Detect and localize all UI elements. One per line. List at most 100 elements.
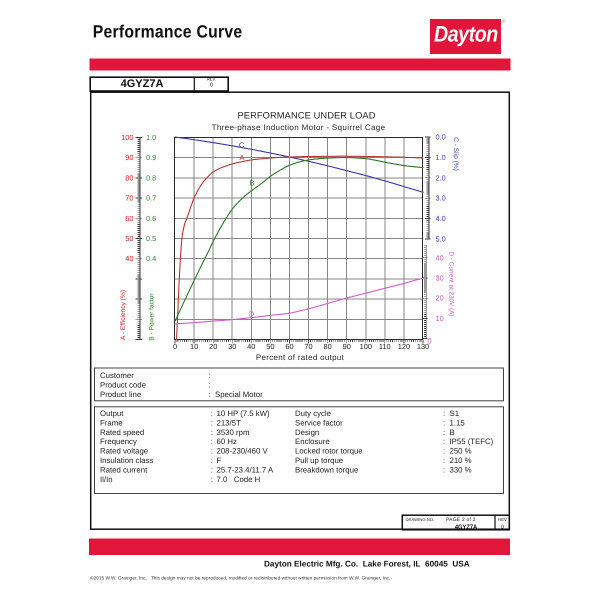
svg-text::: : <box>443 409 445 418</box>
svg-text::: : <box>211 409 213 418</box>
svg-text:Rated speed: Rated speed <box>100 428 144 437</box>
svg-text:25.7-23.4/11.7 A: 25.7-23.4/11.7 A <box>217 465 274 474</box>
svg-text:Customer: Customer <box>100 371 134 380</box>
svg-text:90: 90 <box>125 153 133 162</box>
svg-text:120: 120 <box>398 342 410 351</box>
svg-text::: : <box>443 428 445 437</box>
svg-text::: : <box>443 465 445 474</box>
svg-text:3.0: 3.0 <box>436 194 446 203</box>
svg-text:0.6: 0.6 <box>146 214 156 223</box>
svg-text:130: 130 <box>417 342 429 351</box>
svg-text::: : <box>443 456 445 465</box>
svg-text:Product code: Product code <box>100 380 146 389</box>
svg-text:A: A <box>240 153 245 162</box>
svg-text:D - Current at 230V (A): D - Current at 230V (A) <box>448 252 455 317</box>
svg-text:0.4: 0.4 <box>146 254 156 263</box>
svg-text:Dayton Electric Mfg. Co. Lake: Dayton Electric Mfg. Co. Lake Forest, IL… <box>264 560 470 569</box>
svg-text:40: 40 <box>436 253 444 262</box>
svg-text:Breakdown torque: Breakdown torque <box>295 465 358 474</box>
svg-text::: : <box>211 428 213 437</box>
svg-text:60: 60 <box>125 214 133 223</box>
svg-text:40: 40 <box>247 342 255 351</box>
svg-text:10 HP (7.5 kW): 10 HP (7.5 kW) <box>217 409 271 418</box>
svg-text::: : <box>211 418 213 427</box>
svg-text:PERFORMANCE UNDER LOAD: PERFORMANCE UNDER LOAD <box>237 110 375 120</box>
svg-text:Three-phase Induction Motor -: Three-phase Induction Motor - Squirrel C… <box>212 123 386 132</box>
svg-text:60: 60 <box>285 342 293 351</box>
svg-text:20: 20 <box>209 342 217 351</box>
svg-text::: : <box>211 475 213 484</box>
svg-text:90: 90 <box>343 342 351 351</box>
svg-text:1.15: 1.15 <box>450 418 466 427</box>
svg-text:80: 80 <box>323 342 331 351</box>
svg-text::: : <box>211 437 213 446</box>
svg-text:0.0: 0.0 <box>436 133 446 142</box>
svg-text:4GYZ7A: 4GYZ7A <box>455 524 478 531</box>
svg-text:Design: Design <box>295 428 319 437</box>
svg-text:0.8: 0.8 <box>146 173 156 182</box>
svg-text:70: 70 <box>125 194 133 203</box>
svg-text:S1: S1 <box>450 409 460 418</box>
svg-text:1.0: 1.0 <box>146 133 156 142</box>
svg-text:Output: Output <box>100 409 124 418</box>
svg-text:5.0: 5.0 <box>436 235 446 244</box>
svg-text:A - Efficiency (%): A - Efficiency (%) <box>120 290 127 340</box>
svg-text::: : <box>443 418 445 427</box>
svg-text:60 Hz: 60 Hz <box>217 437 237 446</box>
svg-text:B: B <box>250 179 255 188</box>
svg-text:0: 0 <box>173 342 177 351</box>
svg-text:Insulation class: Insulation class <box>100 456 153 465</box>
svg-text:Rated current: Rated current <box>100 465 148 474</box>
svg-text:213/5T: 213/5T <box>217 418 242 427</box>
svg-text:10: 10 <box>436 314 444 323</box>
svg-text:330 %: 330 % <box>450 465 472 474</box>
svg-text:70: 70 <box>304 342 312 351</box>
svg-text:100: 100 <box>360 342 372 351</box>
svg-text:C - Slip (%): C - Slip (%) <box>452 137 459 171</box>
svg-text:Enclosure: Enclosure <box>295 437 330 446</box>
svg-text:0.9: 0.9 <box>146 153 156 162</box>
svg-text:®: ® <box>502 19 506 25</box>
svg-text:Percent of rated output: Percent of rated output <box>256 353 345 362</box>
svg-text:0.7: 0.7 <box>146 194 156 203</box>
svg-text:80: 80 <box>125 173 133 182</box>
svg-text:7.0 Code H: 7.0 Code H <box>217 475 261 484</box>
svg-text:10: 10 <box>190 342 198 351</box>
svg-text:Frequency: Frequency <box>100 437 137 446</box>
svg-text:Pull up torque: Pull up torque <box>295 456 343 465</box>
svg-text:D: D <box>249 310 254 319</box>
svg-text::: : <box>443 437 445 446</box>
svg-text:3530 rpm: 3530 rpm <box>217 428 250 437</box>
svg-text:Locked rotor torque: Locked rotor torque <box>295 447 363 456</box>
svg-text:DRAWING NO.: DRAWING NO. <box>406 517 435 522</box>
svg-text:0: 0 <box>210 83 213 89</box>
svg-text::: : <box>211 447 213 456</box>
svg-text::: : <box>443 447 445 456</box>
svg-text:0.5: 0.5 <box>146 234 156 243</box>
svg-text:Product line: Product line <box>100 390 141 399</box>
svg-text:B - Power factor: B - Power factor <box>149 293 156 341</box>
svg-text:0: 0 <box>428 337 432 346</box>
svg-text::: : <box>211 465 213 474</box>
svg-text::: : <box>209 390 211 399</box>
svg-text:©2015 W.W. Grainger, Inc. Th: ©2015 W.W. Grainger, Inc. This design ma… <box>90 576 390 581</box>
svg-text:Special Motor: Special Motor <box>215 390 263 399</box>
svg-text:40: 40 <box>125 254 133 263</box>
svg-text:IP55 (TEFC): IP55 (TEFC) <box>450 437 494 446</box>
svg-text:F: F <box>217 456 222 465</box>
svg-text:0: 0 <box>501 524 504 530</box>
svg-text::: : <box>211 456 213 465</box>
svg-text::: : <box>209 380 211 389</box>
svg-text:210 %: 210 % <box>450 456 472 465</box>
svg-text:2.0: 2.0 <box>436 173 446 182</box>
svg-text::: : <box>209 371 211 380</box>
svg-text:Frame: Frame <box>100 418 123 427</box>
svg-text:Dayton: Dayton <box>434 22 498 47</box>
svg-text:4.0: 4.0 <box>436 214 446 223</box>
svg-text:PAGE 2 of 2: PAGE 2 of 2 <box>446 517 476 523</box>
svg-text:20: 20 <box>436 294 444 303</box>
svg-text:50: 50 <box>266 342 274 351</box>
svg-text:B: B <box>450 428 455 437</box>
svg-text:208-230/460 V: 208-230/460 V <box>217 447 269 456</box>
svg-text:110: 110 <box>379 342 391 351</box>
